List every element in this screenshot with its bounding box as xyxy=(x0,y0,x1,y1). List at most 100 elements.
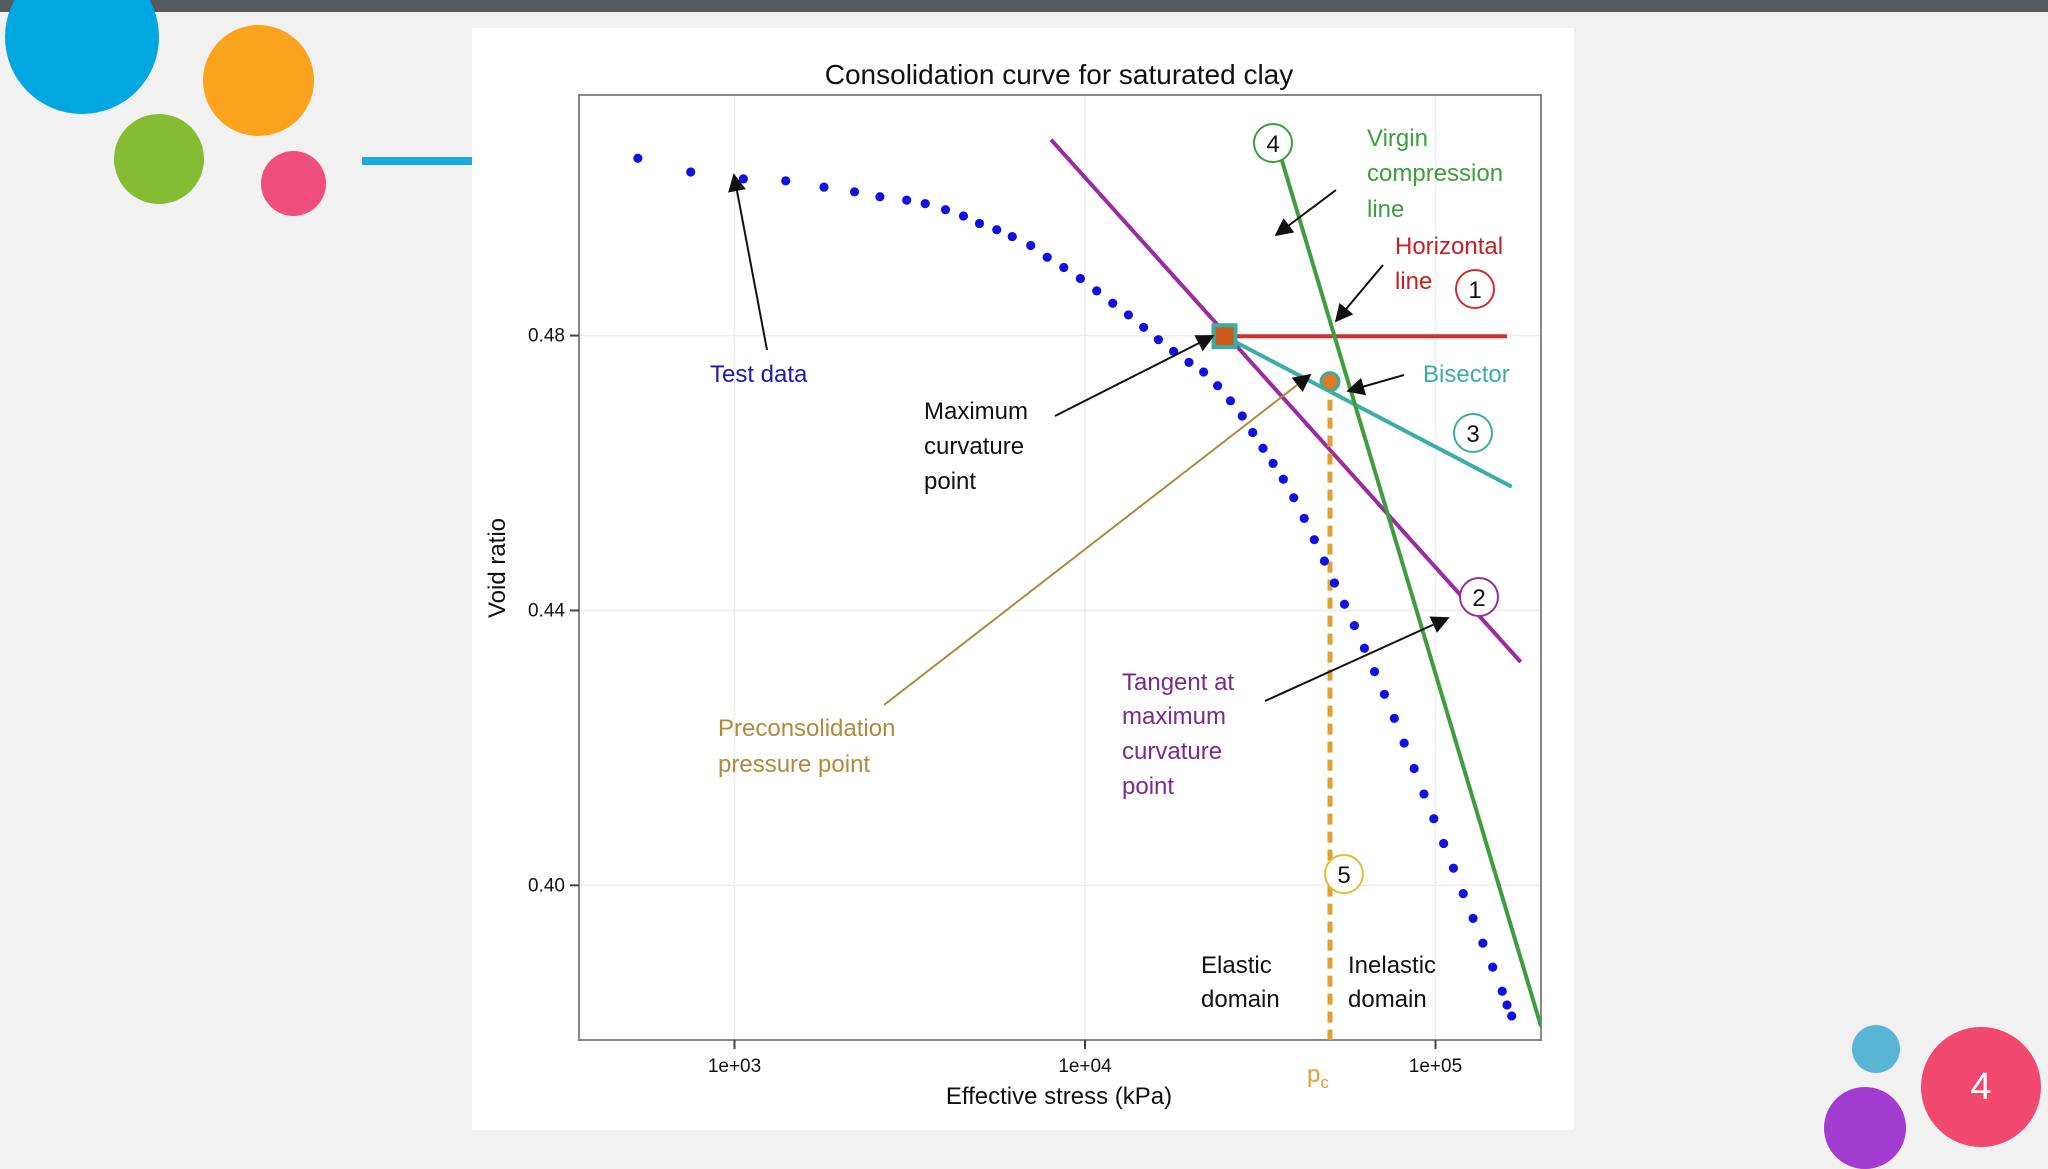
data-point xyxy=(849,187,860,197)
data-point xyxy=(1309,535,1319,545)
data-point xyxy=(1007,231,1017,242)
data-point xyxy=(974,218,985,229)
ref-line-3 xyxy=(1223,334,1513,489)
data-point xyxy=(1237,411,1247,421)
ref-line-2 xyxy=(1049,138,1523,664)
data-point xyxy=(1123,310,1134,320)
data-point xyxy=(1419,789,1429,799)
label-max-curvature-1: Maximum xyxy=(924,398,1028,425)
data-point xyxy=(1059,262,1069,273)
label-tangent-3: curvature xyxy=(1122,738,1222,765)
data-point xyxy=(1289,493,1299,503)
data-point xyxy=(1497,986,1507,996)
data-point xyxy=(1502,1000,1512,1010)
page-number: 4 xyxy=(1970,1065,1992,1108)
arrow-virgin-line xyxy=(1274,189,1337,237)
data-point xyxy=(1268,458,1278,468)
x-tick-label: 1e+03 xyxy=(708,1056,761,1077)
decor-circle-purple xyxy=(1824,1087,1906,1169)
label-max-curvature-3: point xyxy=(924,468,976,495)
data-point xyxy=(1507,1011,1517,1021)
data-point xyxy=(1369,667,1380,677)
data-point xyxy=(1488,962,1498,972)
data-point xyxy=(1258,443,1268,453)
label-virgin-2: compression xyxy=(1367,160,1503,187)
max-curvature-point xyxy=(1211,323,1238,350)
data-point xyxy=(1026,240,1036,251)
reference-lines xyxy=(1049,138,1541,1040)
consolidation-chart: Consolidation curve for saturated clay 1… xyxy=(484,59,1542,1110)
x-tick-label: 1e+05 xyxy=(1409,1056,1462,1077)
marker-circle-1 xyxy=(1455,269,1495,309)
data-point xyxy=(1478,938,1488,948)
data-point xyxy=(686,167,696,177)
arrow-max-curvature xyxy=(1054,335,1215,417)
data-point xyxy=(1225,396,1236,406)
label-virgin-1: Virgin xyxy=(1367,125,1428,152)
data-point xyxy=(1075,273,1085,284)
data-point xyxy=(1349,620,1360,631)
arrow-test-data xyxy=(728,173,768,351)
data-point xyxy=(992,225,1002,235)
label-tangent-4: point xyxy=(1122,773,1174,800)
decor-circle-green xyxy=(114,114,204,204)
x-axis-label: Effective stress (kPa) xyxy=(946,1083,1172,1110)
page-number-circle xyxy=(1921,1027,2041,1147)
data-point xyxy=(1399,738,1409,748)
data-point xyxy=(1299,513,1309,523)
preconsolidation-point xyxy=(1319,371,1341,393)
data-point xyxy=(633,153,643,163)
data-point xyxy=(1468,913,1478,923)
marker-label-3: 3 xyxy=(1466,421,1479,448)
data-point xyxy=(1458,889,1468,899)
arrow-preconsolidation xyxy=(883,373,1312,706)
label-inelastic-1: Inelastic xyxy=(1348,952,1436,979)
decor-circle-pink xyxy=(261,151,326,216)
label-test-data: Test data xyxy=(710,361,808,388)
label-elastic-2: domain xyxy=(1201,986,1280,1013)
label-pc-sub: c xyxy=(1320,1073,1329,1092)
data-point xyxy=(781,176,791,186)
arrow-tangent xyxy=(1264,616,1450,702)
label-pc: pc xyxy=(1307,1061,1329,1092)
plot-frame xyxy=(578,94,1542,1041)
data-point xyxy=(1092,286,1102,296)
data-point xyxy=(1429,814,1439,824)
axis-ticks: 1e+03 1e+04 1e+05 0.40 0.44 0.48 xyxy=(528,326,1462,1077)
data-point xyxy=(1108,298,1118,308)
marker-label-1: 1 xyxy=(1468,277,1481,304)
label-preconsolidation-2: pressure point xyxy=(718,751,870,778)
data-point xyxy=(1042,252,1052,262)
marker-label-2: 2 xyxy=(1472,585,1485,612)
data-point xyxy=(1248,427,1258,438)
marker-circle-5 xyxy=(1324,854,1364,894)
data-point xyxy=(1213,381,1223,391)
label-virgin-3: line xyxy=(1367,196,1404,223)
data-point xyxy=(1359,643,1370,653)
data-point xyxy=(1389,713,1399,723)
label-bisector: Bisector xyxy=(1423,361,1510,388)
arrow-horizontal-line xyxy=(1334,264,1384,323)
data-point xyxy=(1139,322,1149,332)
data-point xyxy=(1439,838,1449,849)
decor-circle-blue xyxy=(5,0,159,114)
label-horizontal-2: line xyxy=(1395,268,1432,295)
decor-circle-teal-small xyxy=(1852,1025,1900,1073)
marker-circle-2 xyxy=(1459,577,1499,617)
marker-circle-3 xyxy=(1453,413,1493,453)
data-point xyxy=(958,211,969,221)
label-max-curvature-2: curvature xyxy=(924,433,1024,460)
data-point xyxy=(940,205,951,215)
data-point xyxy=(1184,357,1194,367)
data-point xyxy=(819,182,829,192)
data-point xyxy=(875,192,885,202)
marker-circle-4 xyxy=(1253,123,1293,163)
y-tick-label: 0.40 xyxy=(528,875,565,896)
data-point xyxy=(902,195,912,205)
y-axis-label: Void ratio xyxy=(484,518,511,618)
label-elastic-1: Elastic xyxy=(1201,952,1272,979)
data-point xyxy=(1153,335,1164,345)
x-tick-label: 1e+04 xyxy=(1058,1056,1112,1077)
arrow-bisector xyxy=(1346,374,1405,396)
chart-title: Consolidation curve for saturated clay xyxy=(825,59,1293,90)
